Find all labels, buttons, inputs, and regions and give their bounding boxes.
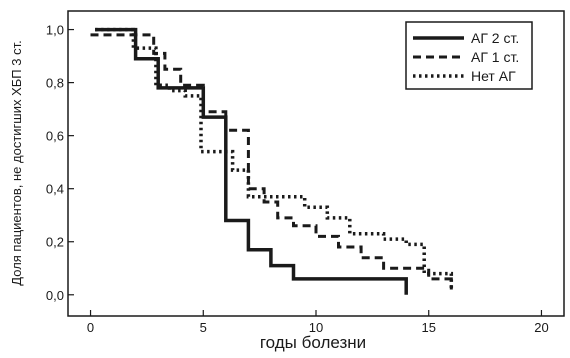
series-layer [90,27,454,295]
x-axis-label: годы болезни [260,333,366,352]
y-axis: 0,0 0,2 0,4 0,6 0,8 1,0 [46,23,74,303]
x-axis: 0 5 10 15 20 [87,310,549,335]
x-tick-label: 5 [200,320,207,335]
x-tick-label: 15 [421,320,435,335]
legend-label-ag2: АГ 2 ст. [471,30,519,46]
series-ag1-line [90,33,453,290]
legend-label-no-ag: Нет АГ [471,68,516,84]
y-tick-label: 0,2 [46,235,64,250]
series-no-ag-line [95,27,454,290]
series-ag2-line [95,27,408,295]
y-axis-label: Доля пациентов, не достигших ХБП 3 ст. [9,40,24,285]
x-tick-label: 20 [534,320,548,335]
y-tick-label: 0,4 [46,182,64,197]
y-tick-label: 0,8 [46,76,64,91]
y-tick-label: 0,0 [46,288,64,303]
x-tick-label: 10 [309,320,323,335]
legend: АГ 2 ст. АГ 1 ст. Нет АГ [405,21,533,90]
y-tick-label: 1,0 [46,23,64,38]
y-tick-label: 0,6 [46,129,64,144]
x-tick-label: 0 [87,320,94,335]
legend-label-ag1: АГ 1 ст. [471,49,519,65]
